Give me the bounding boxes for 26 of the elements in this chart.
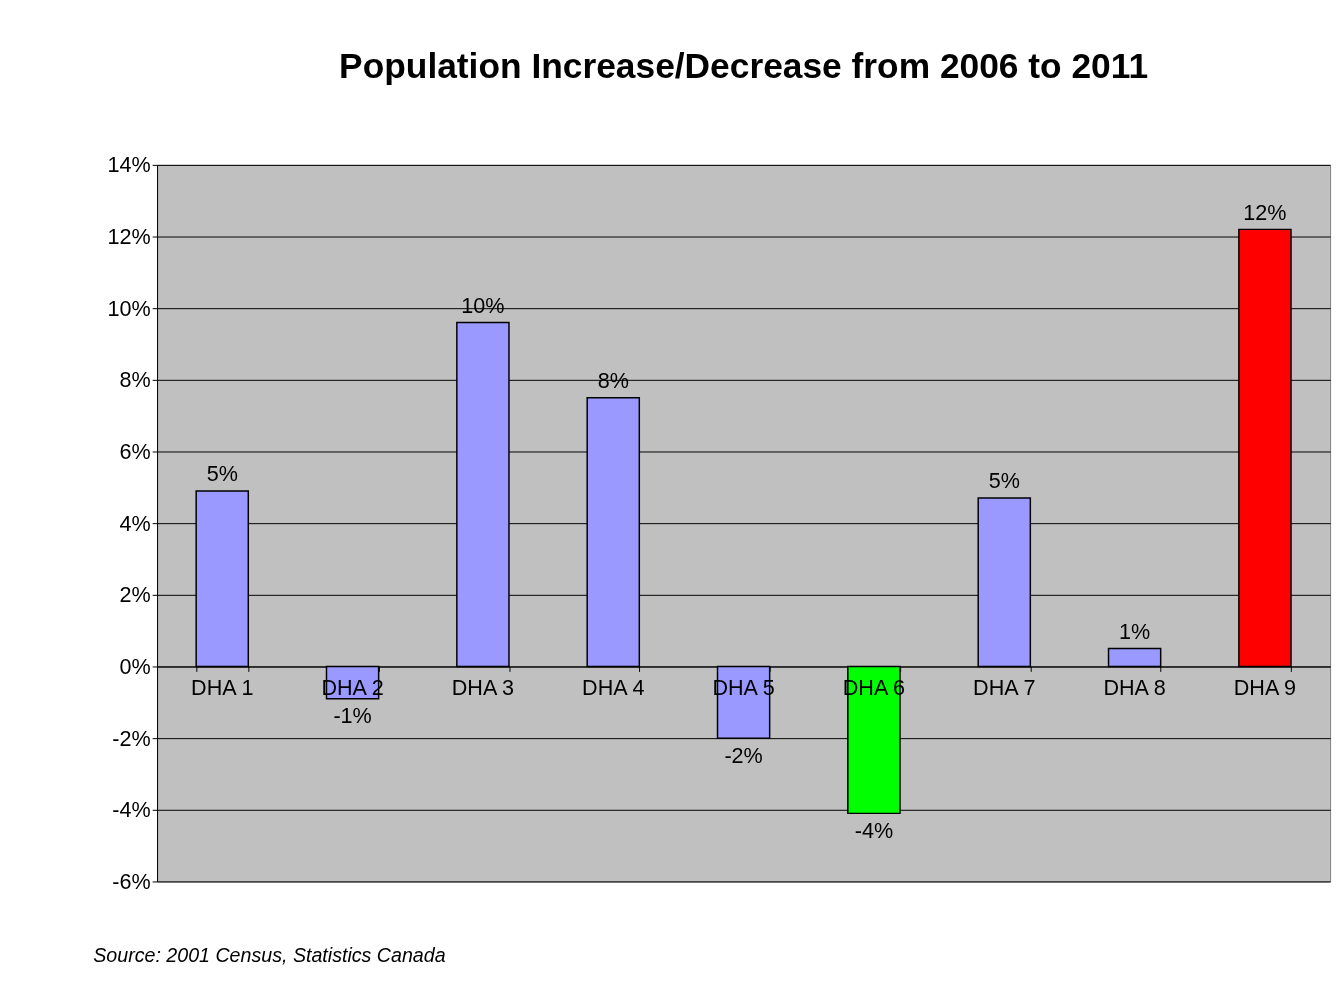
source-note: Source: 2001 Census, Statistics Canada [93, 943, 446, 966]
y-tick-label: -6% [112, 868, 151, 894]
y-tick-label: 4% [119, 510, 151, 536]
x-tick-label: DHA 7 [973, 674, 1036, 700]
chart-title: Population Increase/Decrease from 2006 to 2011 [339, 45, 1149, 85]
y-tick-label: 0% [119, 653, 151, 679]
data-label: 5% [988, 468, 1020, 494]
data-label: -2% [724, 742, 763, 768]
y-tick-label: 12% [107, 223, 151, 249]
data-label: 1% [1119, 618, 1151, 644]
x-tick-label: DHA 1 [191, 674, 254, 700]
x-tick-label: DHA 4 [582, 674, 645, 700]
x-tick-label: DHA 3 [451, 674, 515, 700]
y-tick-label: 10% [107, 295, 151, 321]
data-label: -1% [333, 703, 372, 729]
x-tick-label: DHA 8 [1103, 674, 1166, 700]
y-tick-label: -4% [112, 797, 151, 823]
y-tick-label: 14% [107, 152, 151, 178]
y-tick-label: 8% [119, 367, 151, 393]
x-tick-label: DHA 9 [1233, 674, 1297, 700]
data-label: -4% [854, 817, 894, 843]
data-label: 12% [1243, 199, 1287, 225]
y-tick-label: 2% [119, 582, 151, 608]
y-tick-label: 6% [119, 438, 151, 464]
y-tick-label: -2% [112, 725, 151, 751]
data-label: 5% [206, 461, 238, 487]
